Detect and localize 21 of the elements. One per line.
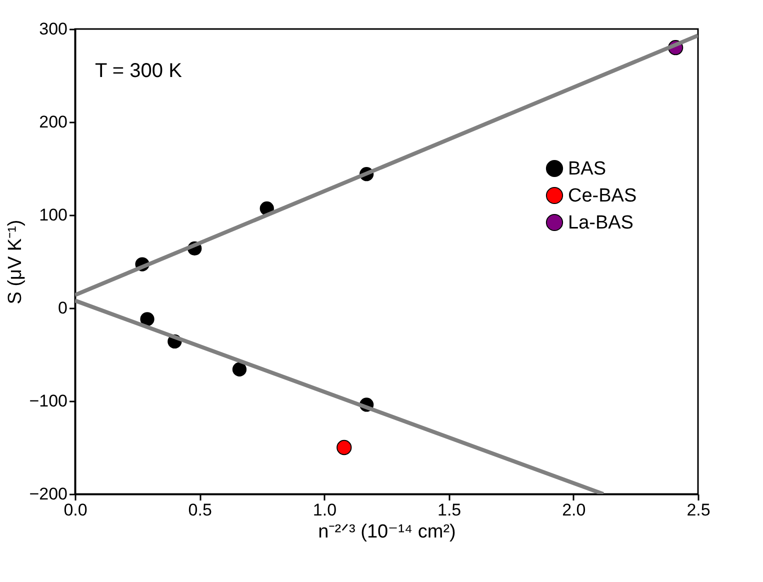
x-tick-label: 1.0 [312, 500, 337, 520]
point [232, 362, 247, 376]
x-tick-label: 2.5 [686, 500, 710, 520]
x-tick-label: 0.5 [188, 500, 212, 520]
x-tick-label: 1.5 [437, 500, 462, 520]
x-tick-label: 2.0 [562, 500, 586, 520]
y-tick-label: −200 [29, 484, 68, 504]
point [336, 440, 352, 456]
y-axis-title: S (μV K⁻¹) [5, 220, 26, 304]
legend-label: Ce-BAS [568, 186, 637, 206]
point [140, 312, 154, 326]
x-axis-title: n⁻²ᐟ³ (10⁻¹⁴ cm²) [318, 522, 456, 542]
annotation: T = 300 K [95, 60, 183, 82]
legend-label: BAS [568, 158, 606, 180]
y-tick-label: 300 [39, 20, 68, 38]
legend-label: La-BAS [568, 212, 634, 234]
y-tick-label: 0 [58, 298, 68, 318]
y-tick-label: −100 [29, 392, 68, 410]
y-tick-label: 100 [39, 206, 68, 224]
x-tick-label: 0.0 [64, 500, 88, 520]
y-tick-label: 200 [39, 112, 68, 132]
